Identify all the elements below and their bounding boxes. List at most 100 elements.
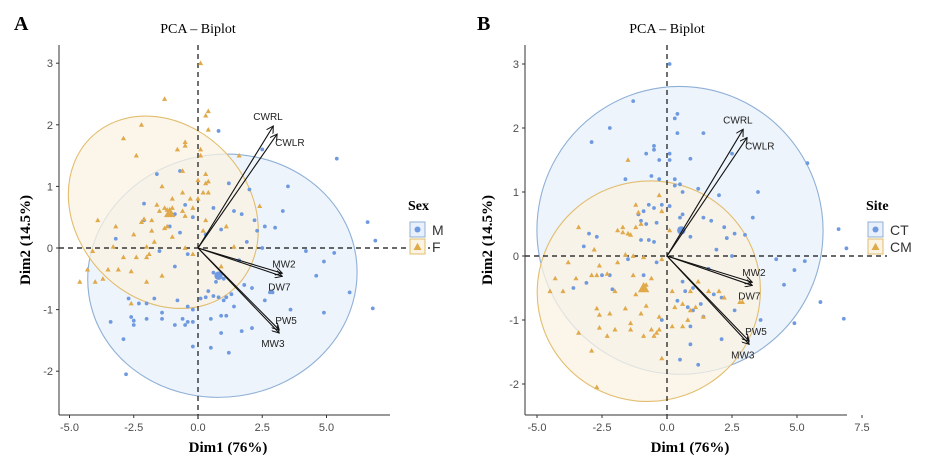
- data-point-ct: [644, 222, 649, 226]
- data-point-ct: [841, 316, 846, 321]
- data-point-ct: [688, 324, 693, 329]
- variable-label-cwrl: CWRL: [723, 115, 753, 126]
- x-tick-label: 0.0: [190, 422, 205, 434]
- data-point-m: [211, 270, 216, 275]
- data-point-ct: [600, 273, 604, 278]
- data-point-cm: [633, 202, 639, 207]
- data-point-m: [219, 331, 224, 335]
- legend-triangle-icon: [871, 242, 880, 250]
- data-point-ct: [688, 156, 693, 161]
- data-point-m: [232, 209, 236, 213]
- data-point-ct: [652, 240, 656, 244]
- variable-label-cwrl: CWRL: [253, 112, 283, 123]
- loading-arrow-dw7: [197, 247, 282, 276]
- data-point-cm: [659, 208, 665, 214]
- data-point-cm: [685, 317, 691, 322]
- data-point-m: [239, 212, 244, 217]
- data-point-ct: [649, 174, 654, 178]
- data-point-ct: [652, 206, 656, 210]
- data-point-m: [108, 320, 113, 324]
- data-point-m: [224, 313, 229, 318]
- data-point-m: [172, 264, 177, 269]
- data-point-f: [223, 223, 229, 229]
- data-point-m: [190, 344, 195, 349]
- data-point-m: [154, 172, 159, 176]
- data-point-ct: [691, 286, 695, 290]
- data-point-cm: [687, 288, 693, 294]
- data-point-m: [252, 218, 257, 223]
- data-point-cm: [672, 304, 678, 310]
- data-point-m: [142, 201, 146, 206]
- data-point-cm: [659, 355, 665, 361]
- data-point-f: [195, 177, 201, 183]
- data-point-ct: [589, 140, 594, 144]
- data-point-m: [270, 290, 275, 295]
- data-point-m: [157, 249, 162, 253]
- data-point-ct: [680, 190, 685, 194]
- data-point-cm: [596, 324, 602, 330]
- data-point-m: [288, 307, 293, 312]
- data-point-f: [198, 60, 204, 66]
- data-point-m: [262, 298, 267, 303]
- loading-arrow-cwrl: [197, 126, 273, 249]
- data-point-m: [214, 279, 218, 284]
- data-point-f: [162, 225, 168, 231]
- data-point-cm: [576, 224, 582, 230]
- data-point-f: [154, 202, 160, 207]
- data-point-f: [200, 228, 206, 233]
- y-tick-label: 2: [513, 123, 519, 135]
- data-point-cm: [625, 230, 631, 236]
- data-point-cm: [667, 227, 673, 233]
- data-point-ct: [641, 209, 646, 214]
- data-point-f: [203, 180, 209, 186]
- data-point-f: [205, 189, 211, 195]
- data-point-cm: [622, 305, 628, 311]
- data-point-f: [141, 216, 147, 221]
- data-point-ct: [750, 215, 755, 220]
- data-point-f: [236, 152, 242, 158]
- data-point-f: [174, 146, 181, 152]
- data-point-cm: [622, 252, 628, 257]
- variable-label-cwlr: CWLR: [275, 138, 304, 149]
- data-point-cm: [547, 288, 553, 294]
- data-point-f: [218, 263, 224, 269]
- data-point-f: [200, 189, 206, 195]
- data-point-ct: [818, 300, 823, 304]
- data-point-f: [162, 96, 168, 101]
- data-point-m: [178, 230, 182, 235]
- data-point-ct: [774, 257, 779, 262]
- data-point-m: [190, 307, 195, 312]
- loading-arrow-cwrl: [666, 129, 743, 257]
- data-point-f: [151, 239, 157, 244]
- data-point-f: [77, 279, 83, 284]
- data-point-m: [131, 318, 136, 323]
- data-point-cm: [635, 209, 641, 215]
- data-point-ct: [717, 193, 721, 198]
- data-point-f: [144, 279, 150, 284]
- data-point-cm: [607, 310, 613, 316]
- data-point-m: [113, 236, 118, 241]
- data-point-ct: [667, 151, 672, 156]
- legend-label-m: M: [432, 222, 444, 238]
- y-tick-label: 0: [47, 243, 53, 255]
- y-tick-label: 1: [47, 181, 53, 193]
- data-point-m: [175, 298, 180, 303]
- data-point-ct: [680, 212, 685, 217]
- data-point-f: [90, 248, 96, 253]
- y-tick-label: -2: [509, 379, 519, 391]
- panel-letter: A: [14, 13, 29, 35]
- data-point-ct: [675, 112, 680, 116]
- y-tick-label: 2: [47, 120, 53, 132]
- data-point-f: [203, 171, 209, 176]
- data-point-ct: [743, 232, 747, 237]
- data-point-ct: [685, 305, 690, 310]
- loading-arrow-cwlr: [666, 138, 747, 257]
- data-point-m: [172, 323, 177, 327]
- data-point-m: [370, 306, 375, 311]
- data-point-ct: [667, 158, 672, 162]
- data-point-cm: [643, 303, 649, 308]
- panel-b: CWRL CWLR MW2 DW7 PW5 MW3 -2 -1 0 1 2 3 -5.0 -2.5 0.0 2…: [477, 13, 912, 456]
- y-tick-label: -2: [43, 366, 53, 378]
- variable-label-dw7: DW7: [268, 282, 291, 293]
- data-point-m: [131, 323, 136, 327]
